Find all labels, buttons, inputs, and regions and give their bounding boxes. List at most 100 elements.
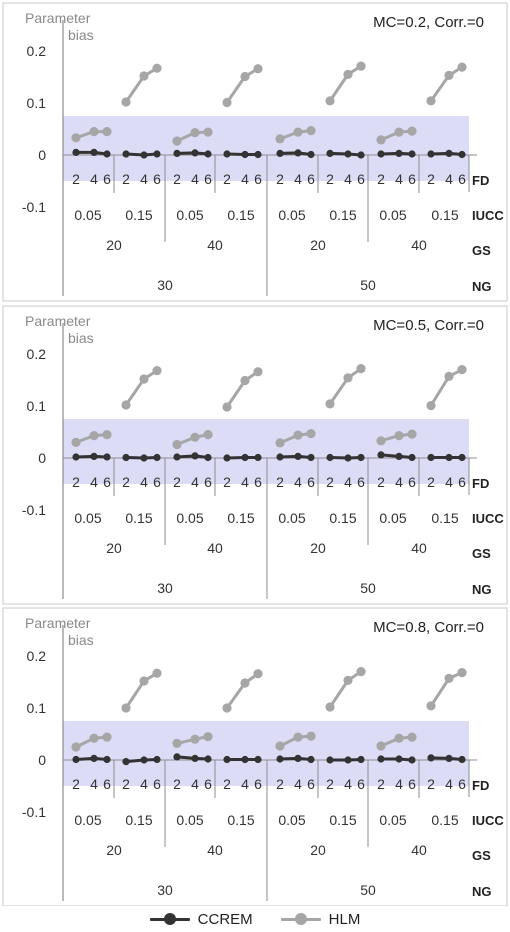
data-point-ccrem xyxy=(254,453,262,462)
data-point-ccrem xyxy=(377,755,385,763)
fd-tick-label: 4 xyxy=(294,474,302,490)
gs-tick-label: 20 xyxy=(310,237,326,253)
ng-tick-label: 30 xyxy=(157,882,173,898)
data-point-hlm xyxy=(203,127,213,137)
y-tick-label: 0.2 xyxy=(27,43,47,59)
fd-tick-label: 2 xyxy=(122,776,130,792)
data-point-ccrem xyxy=(344,756,352,764)
fd-tick-label: 4 xyxy=(241,474,249,490)
gs-tick-label: 20 xyxy=(310,842,326,858)
iucc-tick-label: 0.05 xyxy=(74,207,101,223)
fd-tick-label: 6 xyxy=(153,474,161,490)
data-point-ccrem xyxy=(294,754,302,763)
data-point-hlm xyxy=(89,127,99,137)
data-point-hlm xyxy=(376,741,386,751)
data-point-ccrem xyxy=(153,453,161,462)
data-point-ccrem xyxy=(90,452,98,460)
y-tick-label: -0.1 xyxy=(22,502,46,518)
data-point-ccrem xyxy=(223,150,231,158)
fd-tick-label: 4 xyxy=(241,776,249,792)
data-point-hlm xyxy=(89,431,99,441)
fd-tick-label: 2 xyxy=(427,776,435,792)
fd-tick-label: 6 xyxy=(204,776,212,792)
fd-tick-label: 2 xyxy=(173,171,181,187)
data-point-hlm xyxy=(275,741,285,751)
fd-tick-label: 4 xyxy=(344,171,352,187)
data-point-hlm xyxy=(139,676,149,686)
fd-tick-label: 6 xyxy=(254,776,262,792)
fd-tick-label: 6 xyxy=(204,171,212,187)
data-point-ccrem xyxy=(241,755,249,764)
fd-tick-label: 2 xyxy=(427,171,435,187)
data-point-ccrem xyxy=(223,454,231,462)
data-point-ccrem xyxy=(241,150,249,159)
fd-tick-label: 2 xyxy=(276,776,284,792)
highlight-band xyxy=(63,419,469,484)
gs-tick-label: 40 xyxy=(207,842,223,858)
iucc-tick-label: 0.15 xyxy=(125,207,152,223)
iucc-tick-label: 0.05 xyxy=(379,510,406,526)
iucc-tick-label: 0.05 xyxy=(74,812,101,828)
y-tick-label: 0 xyxy=(38,147,46,163)
data-point-hlm xyxy=(240,678,250,688)
fd-tick-label: 4 xyxy=(344,474,352,490)
data-point-ccrem xyxy=(307,150,315,159)
data-point-hlm xyxy=(253,669,263,679)
data-point-hlm xyxy=(426,701,436,711)
highlight-band xyxy=(63,116,469,181)
data-point-hlm xyxy=(457,365,467,375)
data-point-hlm xyxy=(222,97,232,108)
ng-tick-label: 50 xyxy=(360,277,376,293)
data-point-ccrem xyxy=(140,454,148,462)
data-point-hlm xyxy=(190,128,200,138)
data-point-ccrem xyxy=(427,150,435,158)
data-point-ccrem xyxy=(377,150,385,158)
data-point-hlm xyxy=(325,96,335,106)
fd-tick-label: 4 xyxy=(445,171,453,187)
ng-tick-label: 50 xyxy=(360,580,376,596)
fd-tick-label: 4 xyxy=(140,776,148,792)
iucc-tick-label: 0.05 xyxy=(278,207,305,223)
y-axis-label-line2: bias xyxy=(68,632,94,648)
factor-label-iucc: IUCC xyxy=(472,511,504,526)
data-point-hlm xyxy=(222,703,232,713)
data-point-ccrem xyxy=(445,149,453,157)
data-point-ccrem xyxy=(72,148,80,156)
iucc-tick-label: 0.15 xyxy=(329,510,356,526)
data-point-ccrem xyxy=(153,150,161,158)
data-point-ccrem xyxy=(191,452,199,460)
fd-tick-label: 2 xyxy=(173,776,181,792)
factor-label-fd: FD xyxy=(472,173,489,188)
fd-tick-label: 4 xyxy=(344,776,352,792)
data-point-hlm xyxy=(190,432,200,442)
fd-tick-label: 4 xyxy=(191,474,199,490)
data-point-hlm xyxy=(444,371,454,381)
gs-tick-label: 40 xyxy=(207,540,223,556)
data-point-ccrem xyxy=(307,755,315,764)
y-axis-label-line1: Parameter xyxy=(25,313,91,329)
gs-tick-label: 20 xyxy=(106,842,122,858)
iucc-tick-label: 0.05 xyxy=(176,812,203,828)
legend: CCREM HLM xyxy=(0,906,510,932)
data-point-ccrem xyxy=(408,453,416,462)
data-point-ccrem xyxy=(173,753,181,761)
fd-tick-label: 4 xyxy=(90,474,98,490)
data-point-hlm xyxy=(240,375,250,386)
data-point-hlm xyxy=(426,96,436,106)
data-point-hlm xyxy=(121,703,131,713)
iucc-tick-label: 0.15 xyxy=(125,812,152,828)
series-hlm xyxy=(71,667,467,752)
fd-tick-label: 6 xyxy=(153,776,161,792)
fd-tick-label: 6 xyxy=(357,474,365,490)
data-point-hlm xyxy=(407,126,417,136)
fd-tick-label: 2 xyxy=(427,474,435,490)
legend-item-hlm: HLM xyxy=(280,911,360,928)
data-point-ccrem xyxy=(153,755,161,764)
data-point-hlm xyxy=(121,97,131,107)
iucc-tick-label: 0.15 xyxy=(329,812,356,828)
gs-tick-label: 20 xyxy=(106,237,122,253)
data-point-ccrem xyxy=(307,453,315,462)
data-point-hlm xyxy=(457,668,467,678)
